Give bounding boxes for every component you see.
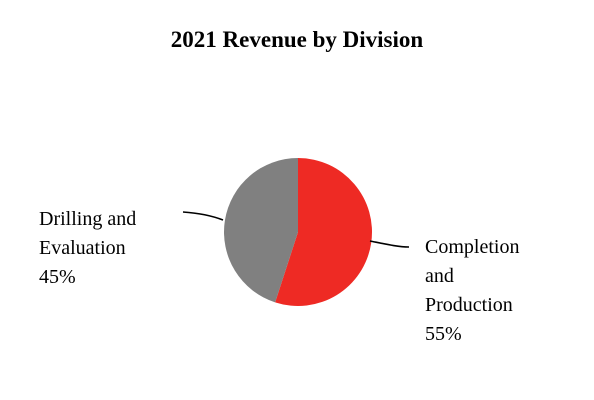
leader-line-completion-and-production bbox=[369, 240, 410, 248]
slice-label-line: and bbox=[425, 265, 454, 287]
slice-label-completion-and-production: Completion and Production 55% bbox=[425, 233, 519, 349]
slice-label-line: Production bbox=[425, 294, 513, 316]
slice-label-line: Evaluation bbox=[39, 237, 126, 259]
leader-line-drilling-and-evaluation bbox=[182, 211, 224, 221]
pie-slice-drilling-and-evaluation bbox=[224, 158, 298, 303]
slice-label-drilling-and-evaluation: Drilling and Evaluation 45% bbox=[39, 205, 136, 292]
pie-slices bbox=[224, 158, 372, 306]
leader-lines bbox=[182, 211, 410, 248]
slice-label-line: Completion bbox=[425, 236, 520, 258]
slice-value-label: 45% bbox=[39, 266, 76, 288]
chart-title: 2021 Revenue by Division bbox=[170, 27, 424, 52]
pie-slice-completion-and-production bbox=[275, 158, 372, 306]
slice-label-line: Drilling and bbox=[39, 208, 137, 230]
slice-value-label: 55% bbox=[425, 323, 462, 345]
